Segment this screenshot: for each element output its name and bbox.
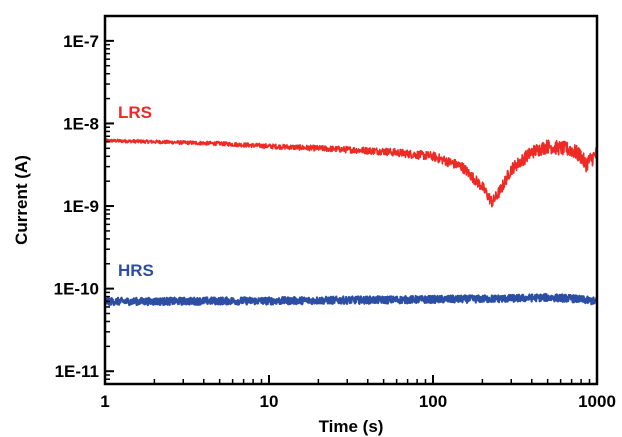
series-label-hrs: HRS	[118, 261, 154, 280]
y-tick-label: 1E-7	[63, 32, 99, 51]
series-line-lrs	[104, 138, 598, 208]
y-tick-label: 1E-9	[63, 197, 99, 216]
ticks-layer: 1 10 100 1000 1E-7 1E-8 1E-9 1E-10 1E-11	[54, 15, 616, 411]
series-layer	[103, 138, 599, 307]
y-tick-label: 1E-8	[63, 114, 99, 133]
x-tick-label: 10	[260, 392, 279, 411]
y-tick-label: 1E-10	[54, 280, 99, 299]
y-tick-label: 1E-11	[55, 362, 99, 381]
x-tick-label: 1	[100, 392, 109, 411]
x-tick-label: 1000	[578, 392, 616, 411]
series-line-hrs	[103, 292, 599, 307]
plot-frame	[103, 14, 599, 386]
series-label-layer: LRS HRS	[118, 103, 154, 280]
series-label-lrs: LRS	[118, 103, 152, 122]
x-tick-label: 100	[419, 392, 447, 411]
x-axis-title: Time (s)	[319, 417, 384, 436]
y-axis-title: Current (A)	[12, 155, 31, 245]
